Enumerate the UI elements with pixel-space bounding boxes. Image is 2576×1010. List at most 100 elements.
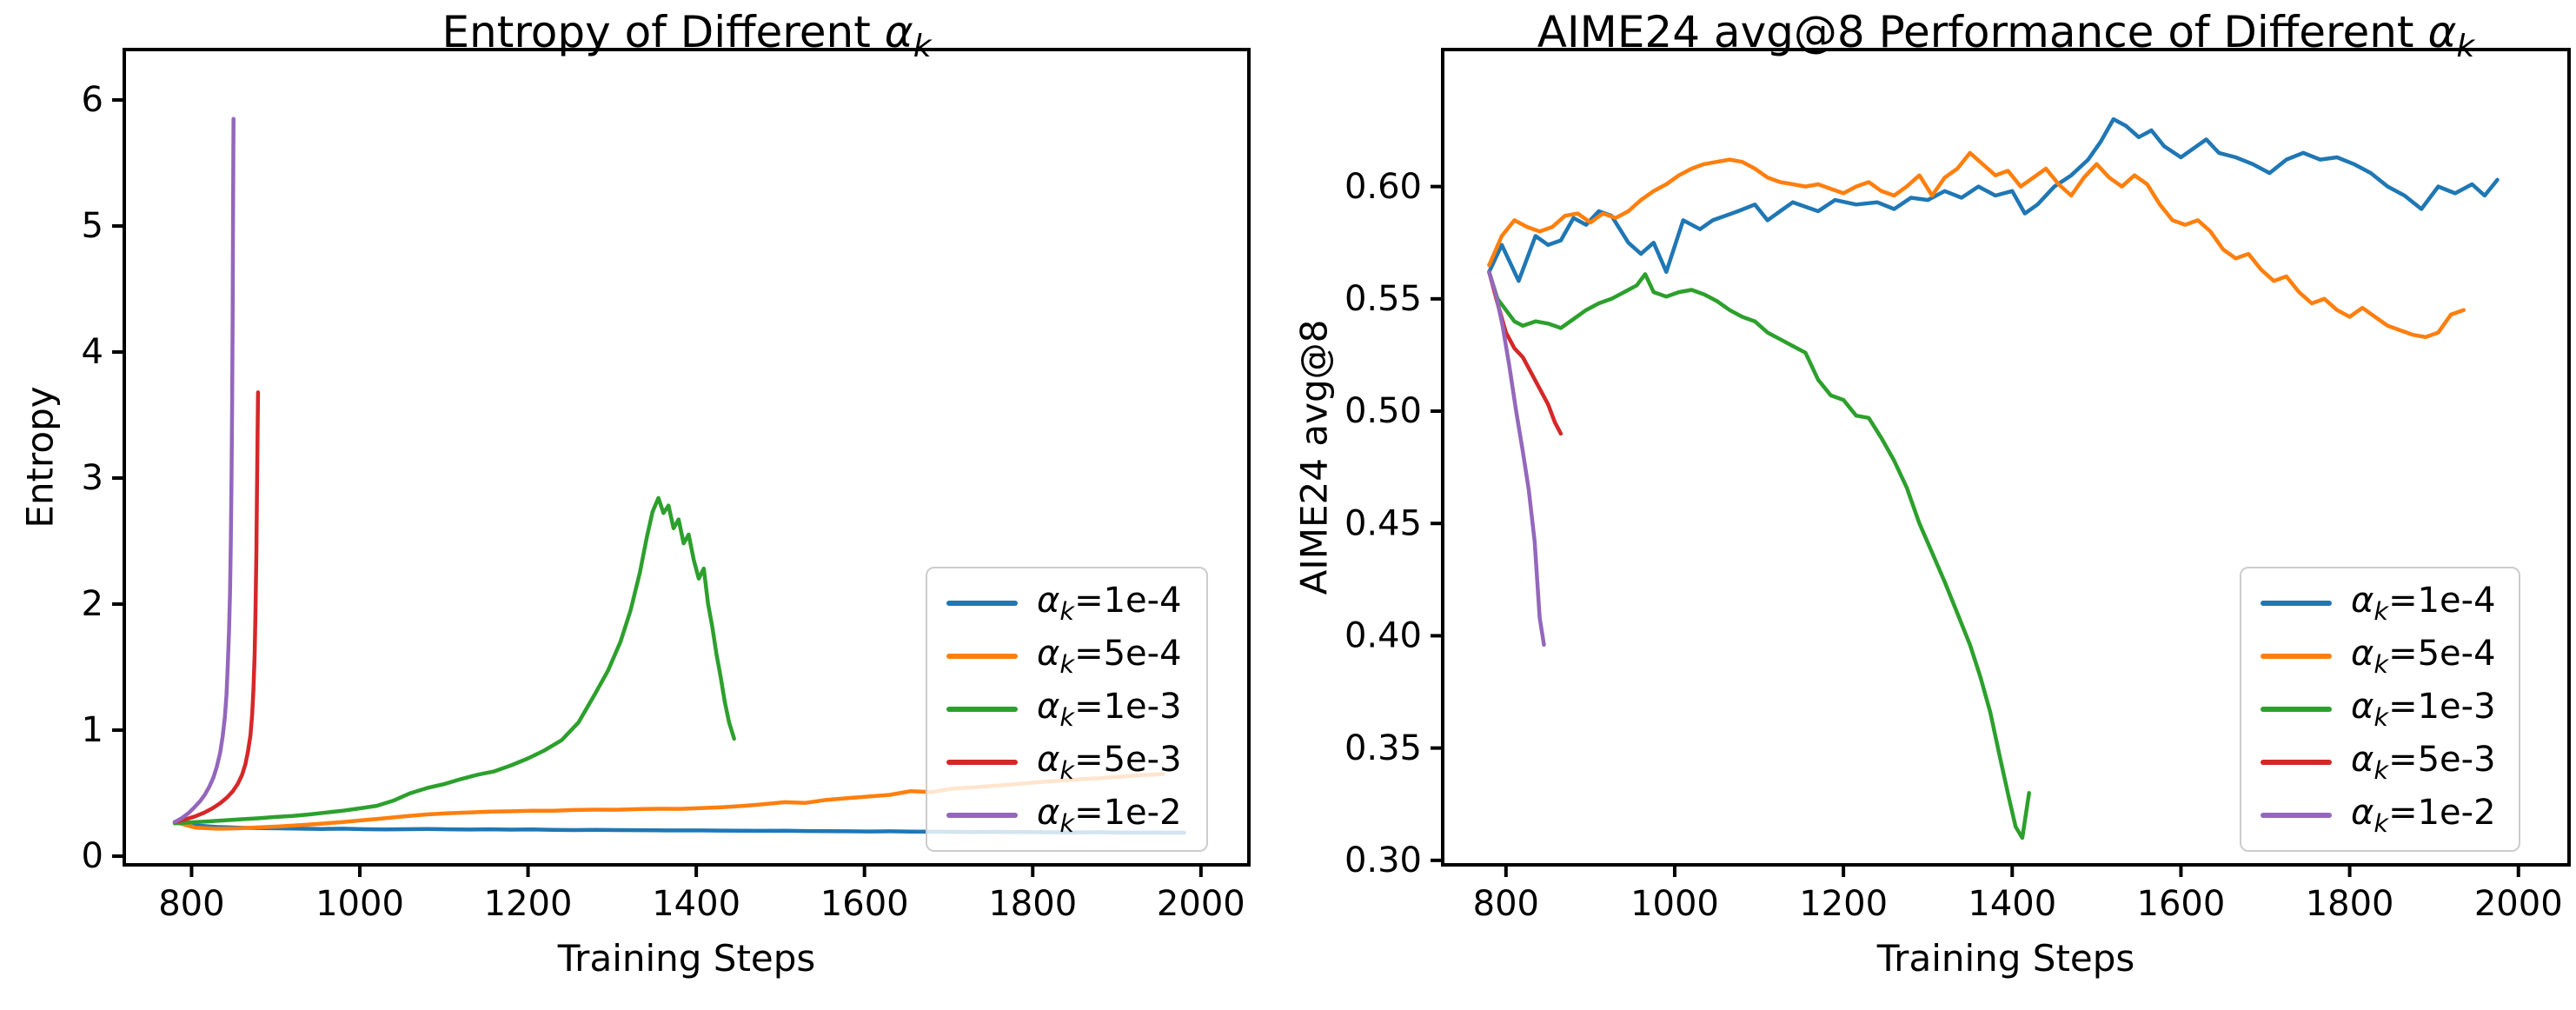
legend-item-αk=5e-3: αk=5e-3 xyxy=(2254,740,2506,785)
legend-value: =5e-4 xyxy=(2388,634,2496,674)
x-tick-label: 1200 xyxy=(1799,884,1888,924)
y-tick-label: 0.40 xyxy=(1344,616,1422,656)
series-line-αk=1e-3 xyxy=(1487,269,2031,841)
legend-line-swatch xyxy=(2261,654,2332,660)
legend-item-αk=1e-4: αk=1e-4 xyxy=(939,581,1194,626)
legend-value: =5e-4 xyxy=(1074,634,1182,674)
legend-value: =1e-4 xyxy=(2388,581,2496,621)
alpha-symbol: α xyxy=(1037,792,1060,833)
series-line-αk=1e-2 xyxy=(172,116,236,825)
x-tick-label: 1600 xyxy=(820,884,909,924)
legend-item-αk=1e-4: αk=1e-4 xyxy=(2254,581,2506,626)
legend-label: αk=1e-4 xyxy=(1037,581,1182,626)
legend-value: =1e-3 xyxy=(1074,686,1182,727)
legend-label: αk=1e-2 xyxy=(2351,793,2496,838)
legend-line-swatch xyxy=(2261,812,2332,818)
x-tick-label: 1800 xyxy=(2306,884,2394,924)
title-text: AIME24 avg@8 Performance of Different xyxy=(1537,7,2428,57)
legend-label: αk=1e-2 xyxy=(1037,793,1182,838)
alpha-subscript: k xyxy=(913,29,932,64)
series-line-αk=5e-3 xyxy=(172,390,261,825)
x-tick-label: 2000 xyxy=(2474,884,2563,924)
alpha-subscript: k xyxy=(1059,649,1075,680)
legend-label: αk=5e-4 xyxy=(2351,634,2496,679)
series-line-αk=1e-3 xyxy=(172,495,736,826)
x-tick-label: 1600 xyxy=(2137,884,2226,924)
y-tick-label: 0.55 xyxy=(1344,279,1422,319)
legend-item-αk=5e-4: αk=5e-4 xyxy=(939,634,1194,679)
legend-line-swatch xyxy=(946,601,1018,607)
y-tick-label: 0 xyxy=(82,836,103,876)
legend-value: =5e-3 xyxy=(2388,739,2496,780)
legend-line-swatch xyxy=(2261,601,2332,607)
legend-item-αk=1e-3: αk=1e-3 xyxy=(2254,687,2506,732)
legend: αk=1e-4 αk=5e-4 αk=1e-3 αk=5e-3 αk=1e-2 xyxy=(2240,567,2520,852)
legend-label: αk=1e-3 xyxy=(1037,687,1182,732)
axes-frame xyxy=(123,48,1251,867)
legend-label: αk=5e-3 xyxy=(2351,740,2496,785)
title-text: Entropy of Different xyxy=(442,7,885,57)
y-tick-label: 1 xyxy=(82,710,103,750)
legend-label: αk=5e-3 xyxy=(1037,740,1182,785)
legend-value: =1e-3 xyxy=(2388,686,2496,727)
legend-line-swatch xyxy=(946,706,1018,712)
x-tick-label: 800 xyxy=(1473,884,1539,924)
alpha-symbol: α xyxy=(2351,739,2374,780)
series-line-αk=1e-4 xyxy=(1487,116,2500,283)
alpha-symbol: α xyxy=(2351,792,2374,833)
x-tick-label: 1400 xyxy=(1968,884,2056,924)
x-tick-label: 1000 xyxy=(315,884,404,924)
y-tick-label: 0.35 xyxy=(1344,728,1422,768)
axes-frame xyxy=(1441,48,2571,867)
legend-item-αk=1e-2: αk=1e-2 xyxy=(939,793,1194,838)
x-axis-label-left: Training Steps xyxy=(557,937,816,980)
alpha-subscript: k xyxy=(2374,754,2389,785)
legend-label: αk=1e-4 xyxy=(2351,581,2496,626)
legend-line-swatch xyxy=(946,654,1018,660)
alpha-subscript: k xyxy=(1059,754,1075,785)
y-tick-label: 2 xyxy=(82,584,103,624)
y-tick-label: 4 xyxy=(82,332,103,372)
x-tick-label: 800 xyxy=(158,884,224,924)
series-line-αk=5e-3 xyxy=(1487,269,1564,436)
x-tick-label: 1000 xyxy=(1630,884,1719,924)
alpha-subscript: k xyxy=(1059,596,1075,627)
y-tick-label: 5 xyxy=(82,206,103,246)
series-line-αk=1e-2 xyxy=(1487,269,1546,648)
x-tick-label: 1200 xyxy=(484,884,573,924)
y-tick-label: 0.30 xyxy=(1344,841,1422,880)
alpha-symbol: α xyxy=(884,7,913,57)
alpha-symbol: α xyxy=(1037,581,1060,621)
y-tick-label: 0.60 xyxy=(1344,167,1422,207)
alpha-symbol: α xyxy=(1037,739,1060,780)
x-tick-label: 1400 xyxy=(652,884,740,924)
legend-value: =1e-2 xyxy=(1074,792,1182,833)
legend-value: =1e-2 xyxy=(2388,792,2496,833)
y-tick-label: 0.45 xyxy=(1344,503,1422,543)
legend-item-αk=5e-4: αk=5e-4 xyxy=(2254,634,2506,679)
y-tick-label: 0.50 xyxy=(1344,391,1422,431)
series-line-αk=5e-4 xyxy=(1487,150,2466,340)
chart-title-aime24: AIME24 avg@8 Performance of Different αk xyxy=(1537,7,2475,72)
alpha-symbol: α xyxy=(2351,581,2374,621)
legend-item-αk=1e-2: αk=1e-2 xyxy=(2254,793,2506,838)
alpha-subscript: k xyxy=(1059,701,1075,732)
legend-item-αk=5e-3: αk=5e-3 xyxy=(939,740,1194,785)
alpha-symbol: α xyxy=(2351,686,2374,727)
legend-line-swatch xyxy=(946,759,1018,765)
alpha-symbol: α xyxy=(1037,686,1060,727)
alpha-subscript: k xyxy=(2374,807,2389,838)
legend-label: αk=1e-3 xyxy=(2351,687,2496,732)
legend-line-swatch xyxy=(2261,759,2332,765)
legend-label: αk=5e-4 xyxy=(1037,634,1182,679)
alpha-symbol: α xyxy=(1037,634,1060,674)
alpha-subscript: k xyxy=(1059,807,1075,838)
y-tick-label: 6 xyxy=(82,80,103,120)
alpha-subscript: k xyxy=(2374,701,2389,732)
legend-line-swatch xyxy=(2261,706,2332,712)
legend-line-swatch xyxy=(946,812,1018,818)
legend-value: =1e-4 xyxy=(1074,581,1182,621)
alpha-symbol: α xyxy=(2351,634,2374,674)
